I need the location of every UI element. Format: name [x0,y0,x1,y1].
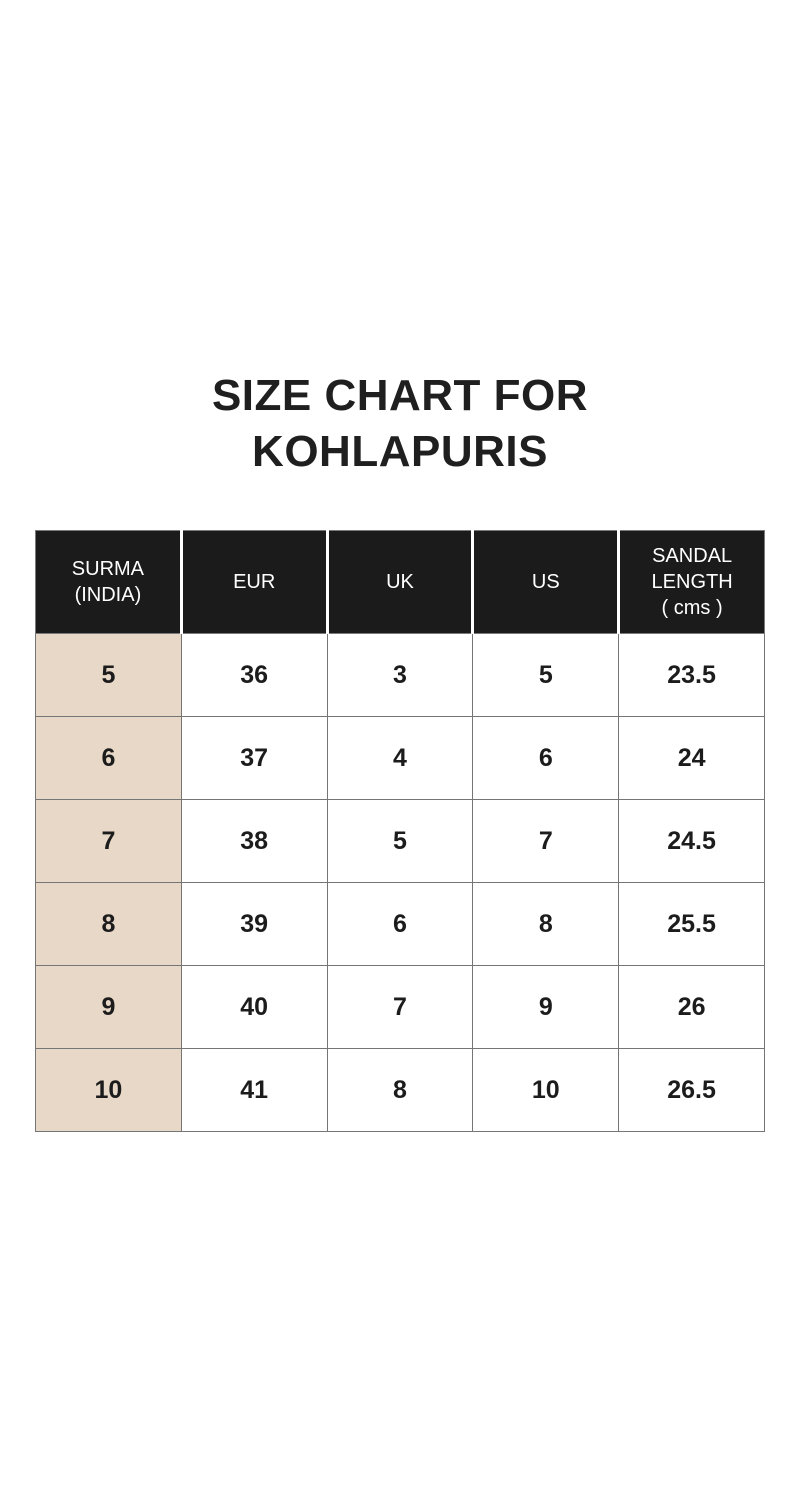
size-chart-body: 5 36 3 5 23.5 6 37 4 6 24 7 38 5 7 24.5 … [35,633,765,1132]
cell-surma: 6 [35,716,182,800]
cell-eur: 36 [180,633,328,717]
cell-surma: 10 [35,1048,182,1132]
page-title: SIZE CHART FOR KOHLAPURIS [0,0,800,480]
cell-surma: 8 [35,882,182,966]
cell-us: 6 [472,716,620,800]
cell-uk: 7 [326,965,474,1049]
cell-eur: 41 [180,1048,328,1132]
table-row: 8 39 6 8 25.5 [35,882,765,966]
cell-eur: 38 [180,799,328,883]
cell-us: 9 [472,965,620,1049]
cell-sandal-length: 24 [618,716,765,800]
cell-surma: 5 [35,633,182,717]
cell-us: 10 [472,1048,620,1132]
cell-sandal-length: 25.5 [618,882,765,966]
cell-sandal-length: 24.5 [618,799,765,883]
table-row: 7 38 5 7 24.5 [35,799,765,883]
column-header-uk: UK [325,530,475,634]
cell-uk: 8 [326,1048,474,1132]
cell-uk: 5 [326,799,474,883]
cell-uk: 6 [326,882,474,966]
table-row: 5 36 3 5 23.5 [35,633,765,717]
cell-surma: 9 [35,965,182,1049]
column-header-eur: EUR [179,530,329,634]
size-chart-header: SURMA (INDIA) EUR UK US SANDAL LENGTH ( … [35,530,765,634]
page-title-line-2: KOHLAPURIS [252,427,548,476]
column-header-sandal-length: SANDAL LENGTH ( cms ) [617,530,765,634]
cell-us: 8 [472,882,620,966]
cell-surma: 7 [35,799,182,883]
table-row: 9 40 7 9 26 [35,965,765,1049]
size-chart-table: SURMA (INDIA) EUR UK US SANDAL LENGTH ( … [35,530,765,1132]
column-header-surma-india: SURMA (INDIA) [35,530,183,634]
cell-sandal-length: 23.5 [618,633,765,717]
cell-eur: 39 [180,882,328,966]
column-header-us: US [471,530,621,634]
cell-sandal-length: 26 [618,965,765,1049]
cell-us: 7 [472,799,620,883]
cell-uk: 4 [326,716,474,800]
cell-eur: 37 [180,716,328,800]
cell-sandal-length: 26.5 [618,1048,765,1132]
cell-uk: 3 [326,633,474,717]
cell-eur: 40 [180,965,328,1049]
cell-us: 5 [472,633,620,717]
header-row: SURMA (INDIA) EUR UK US SANDAL LENGTH ( … [35,530,765,634]
table-row: 6 37 4 6 24 [35,716,765,800]
table-row: 10 41 8 10 26.5 [35,1048,765,1132]
page-title-line-1: SIZE CHART FOR [211,371,589,420]
